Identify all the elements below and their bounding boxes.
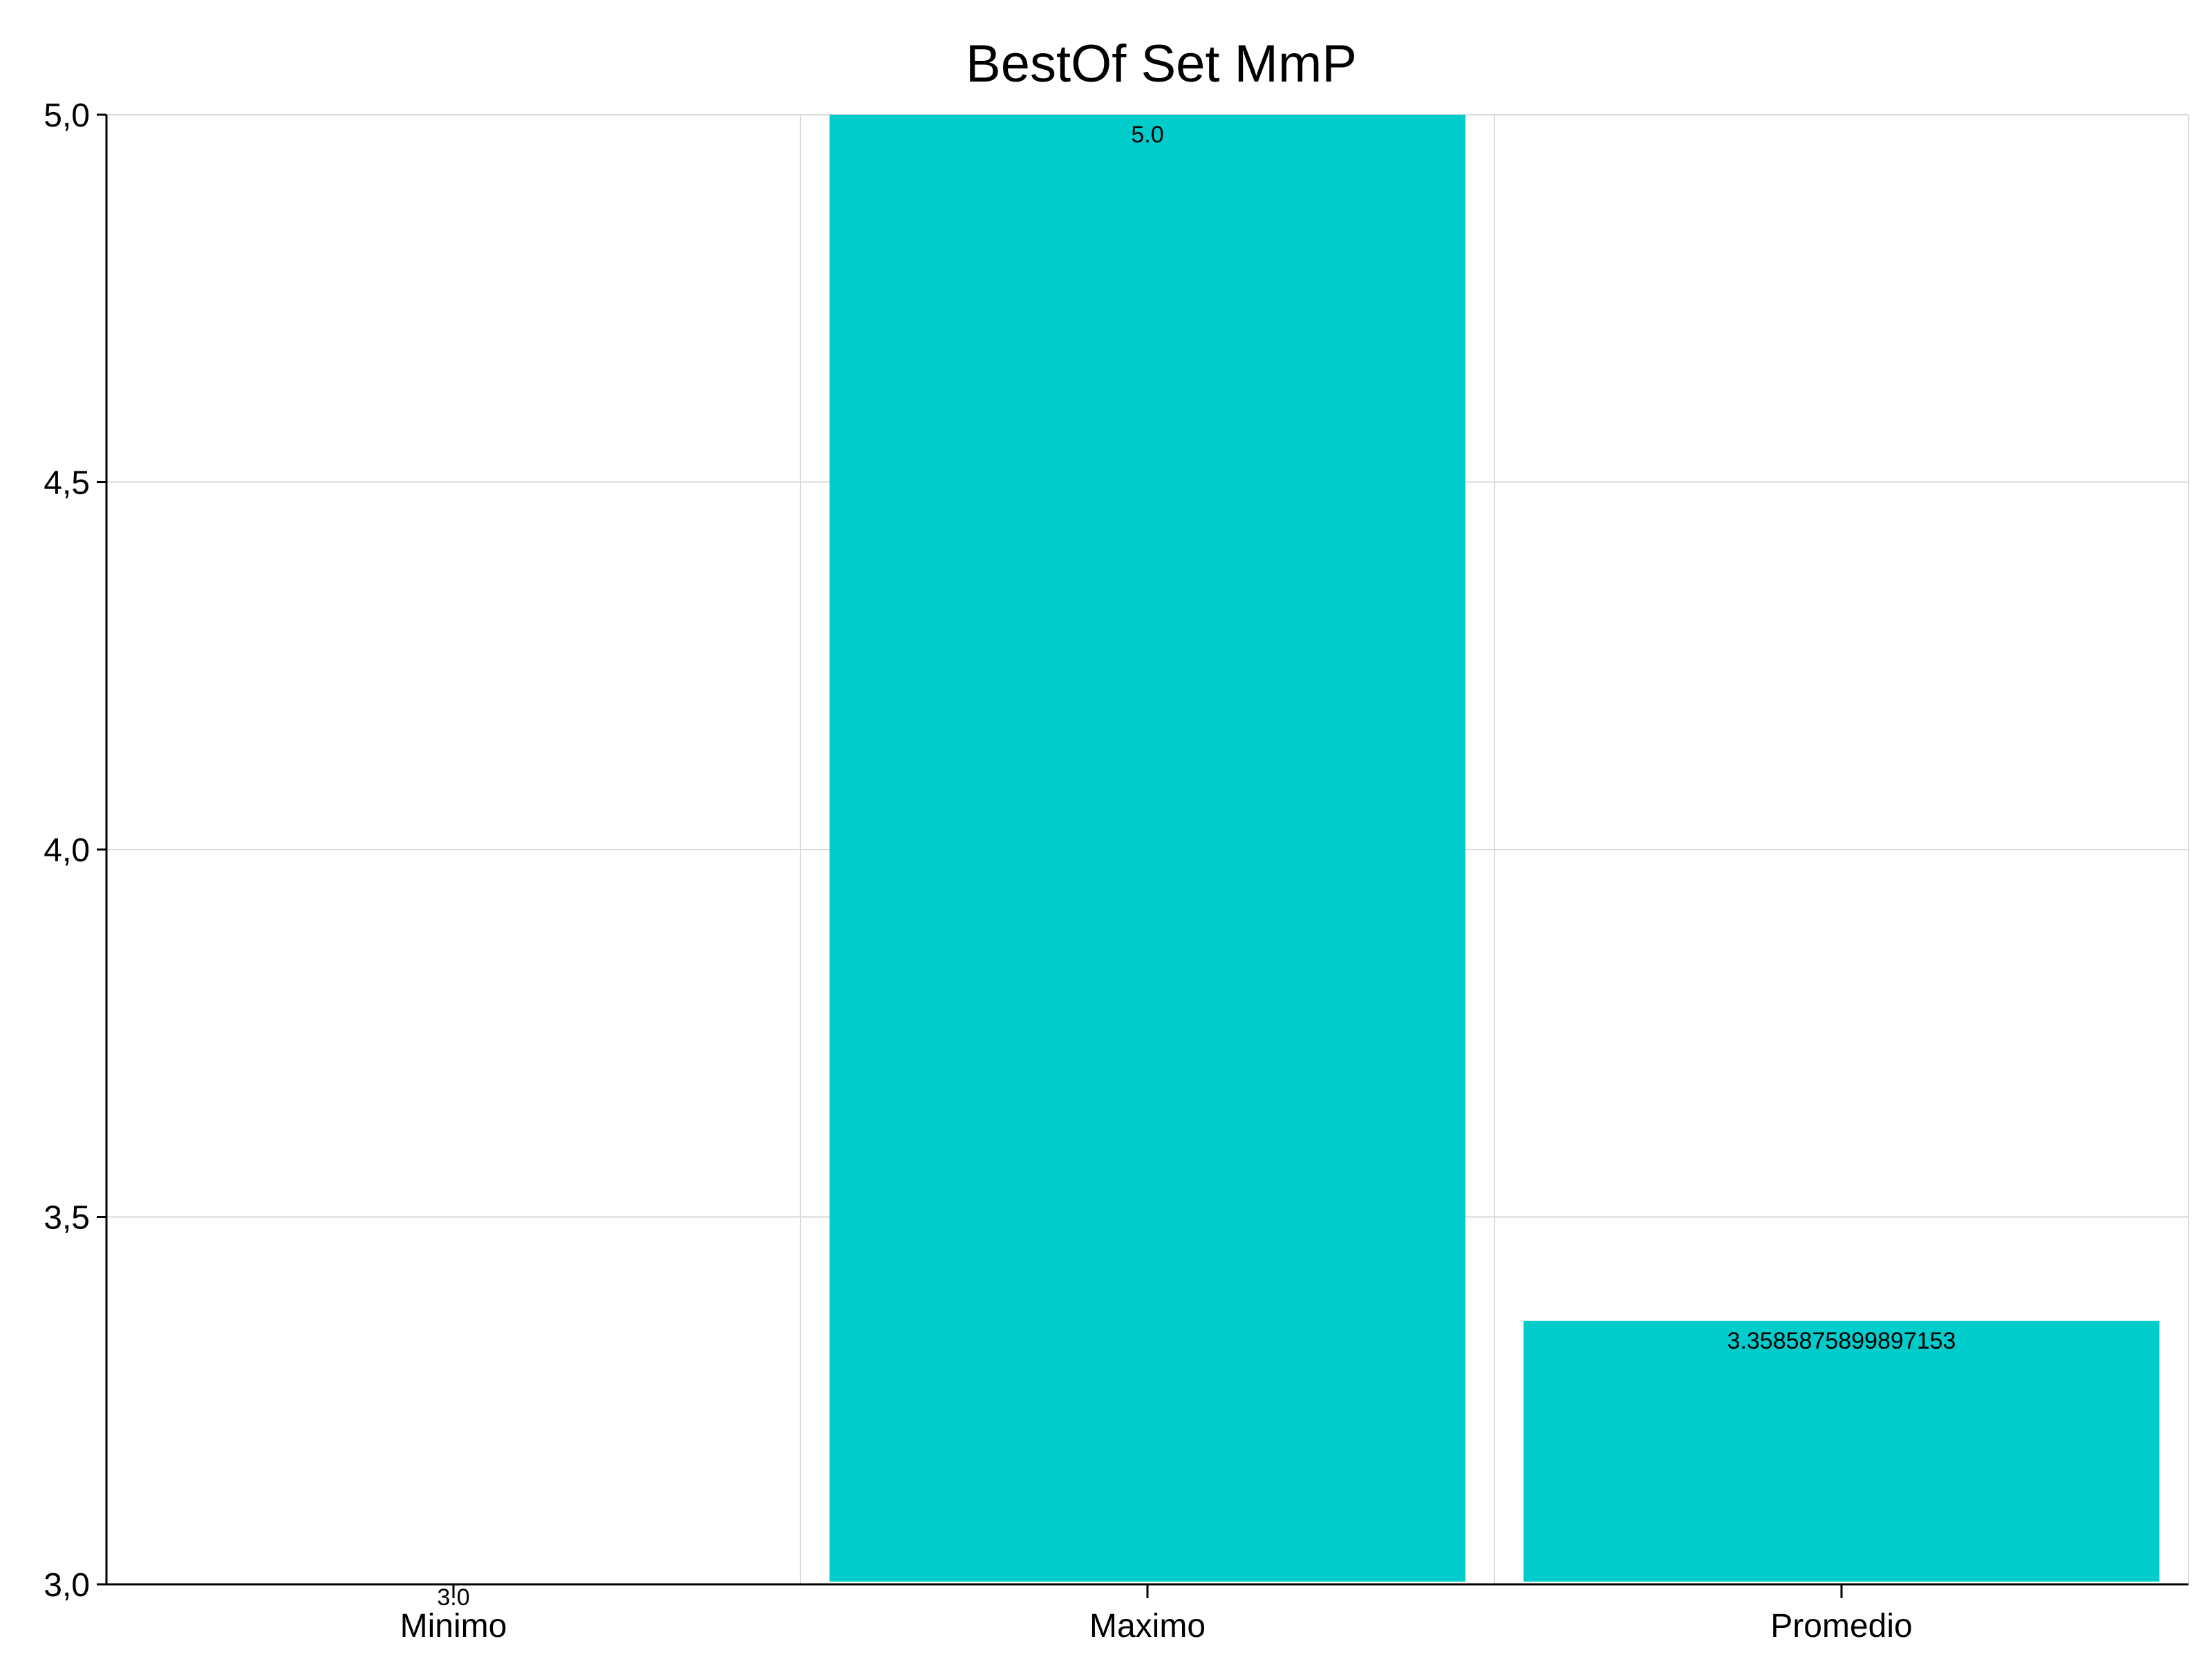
x-tick-label: Minimo: [400, 1608, 507, 1644]
y-tick-label: 5,0: [44, 97, 90, 134]
bar: [830, 115, 1465, 1582]
x-tick-label: Promedio: [1770, 1608, 1912, 1644]
data-labels: 3.05.03.3585875899897153: [437, 122, 1956, 1611]
bar: [1524, 1320, 2159, 1582]
chart-title: BestOf Set MmP: [966, 35, 1357, 93]
x-tick-label: Maximo: [1089, 1608, 1206, 1644]
bars: [830, 115, 2159, 1582]
y-tick-label: 4,0: [44, 832, 90, 869]
y-tick-label: 4,5: [44, 465, 90, 502]
data-label: 3.3585875899897153: [1727, 1328, 1956, 1354]
x-axis-ticks: Minimo Maximo Promedio: [400, 1584, 1913, 1644]
y-tick-label: 3,0: [44, 1567, 90, 1604]
y-axis-ticks: 3,0 3,5 4,0 4,5 5,0: [44, 97, 106, 1604]
y-tick-label: 3,5: [44, 1200, 90, 1237]
data-label: 5.0: [1131, 122, 1163, 148]
